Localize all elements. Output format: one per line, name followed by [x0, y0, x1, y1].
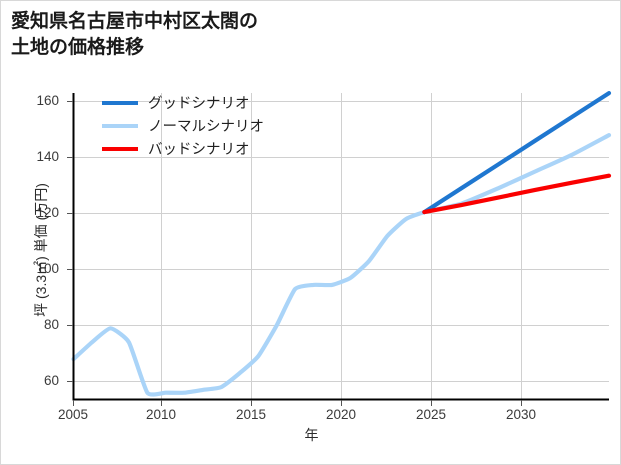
- y-axis-title: 坪 (3.3㎡) 単価 (万円): [33, 183, 49, 317]
- legend-item-good: グッドシナリオ: [102, 91, 264, 114]
- legend-label-bad: バッドシナリオ: [148, 142, 250, 158]
- legend-label-normal: ノーマルシナリオ: [148, 119, 264, 135]
- legend-swatch-good: [102, 100, 138, 105]
- axis-spines: [72, 93, 609, 401]
- ytick-label-120: 120: [36, 205, 59, 220]
- grid-lines: [73, 93, 609, 399]
- ytick-label-80: 80: [43, 317, 59, 332]
- xtick-label-2020: 2020: [325, 407, 357, 422]
- ytick-label-160: 160: [36, 93, 59, 108]
- xtick-label-2005: 2005: [57, 407, 89, 422]
- xtick-label-2025: 2025: [415, 407, 447, 422]
- chart-title: 愛知県名古屋市中村区太閤の 土地の価格推移: [11, 11, 259, 58]
- legend-label-good: グッドシナリオ: [148, 96, 250, 112]
- legend-item-bad: バッドシナリオ: [102, 137, 264, 160]
- axis-ticks: [67, 101, 522, 406]
- xtick-label-2015: 2015: [235, 407, 267, 422]
- chart-legend: グッドシナリオ ノーマルシナリオ バッドシナリオ: [102, 91, 264, 160]
- series-line-bad: [422, 173, 612, 215]
- ytick-label-100: 100: [36, 261, 59, 276]
- x-axis-title: 年: [304, 427, 319, 443]
- legend-item-normal: ノーマルシナリオ: [102, 114, 264, 137]
- xtick-label-2010: 2010: [145, 407, 177, 422]
- legend-swatch-bad: [102, 146, 138, 151]
- xtick-label-2030: 2030: [505, 407, 537, 422]
- series-line-good: [422, 91, 612, 215]
- legend-swatch-normal: [102, 123, 138, 128]
- series-layer: [71, 91, 612, 397]
- ytick-label-140: 140: [36, 149, 59, 164]
- ytick-label-60: 60: [43, 373, 59, 388]
